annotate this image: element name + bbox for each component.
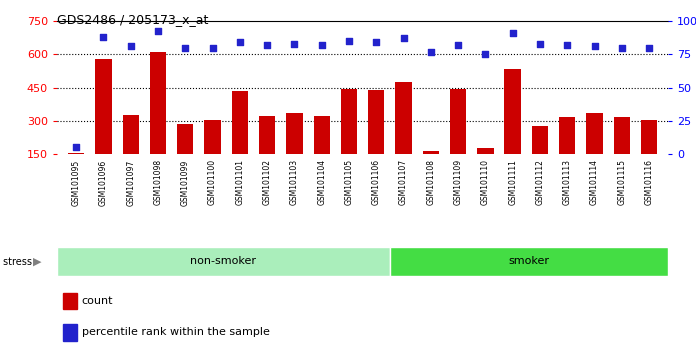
Text: percentile rank within the sample: percentile rank within the sample (81, 327, 269, 337)
Bar (95, 59, 111, 187)
Bar (57, 247, 390, 276)
Bar (395, 82, 412, 187)
Bar (232, 91, 248, 187)
Bar (259, 116, 276, 187)
Point (70, 144, 81, 150)
Point (535, 41, 546, 47)
Text: ▶: ▶ (33, 257, 42, 267)
Text: GSM101104: GSM101104 (317, 159, 326, 205)
Bar (422, 151, 439, 187)
Bar (63, 324, 77, 341)
Point (371, 40, 382, 45)
Text: GSM101113: GSM101113 (563, 159, 571, 205)
Text: GSM101095: GSM101095 (72, 159, 81, 206)
Bar (586, 113, 603, 187)
Point (262, 42, 273, 48)
Point (180, 45, 191, 51)
Text: GSM101098: GSM101098 (154, 159, 162, 205)
Text: smoker: smoker (509, 256, 550, 267)
Point (398, 36, 409, 41)
Point (425, 49, 436, 55)
Bar (532, 126, 548, 187)
Bar (122, 115, 139, 187)
Bar (205, 120, 221, 187)
Text: GSM101114: GSM101114 (590, 159, 599, 205)
Text: GSM101100: GSM101100 (208, 159, 217, 205)
Bar (68, 153, 84, 187)
Bar (313, 116, 330, 187)
Bar (641, 120, 657, 187)
Point (562, 42, 573, 48)
Bar (341, 89, 357, 187)
Text: stress: stress (3, 257, 35, 267)
Point (507, 30, 519, 36)
Bar (477, 148, 493, 187)
Point (316, 42, 327, 48)
Bar (614, 118, 630, 187)
Point (480, 52, 491, 57)
Text: GSM101101: GSM101101 (235, 159, 244, 205)
Text: GSM101110: GSM101110 (481, 159, 490, 205)
Bar (559, 118, 576, 187)
Text: GSM101099: GSM101099 (181, 159, 190, 206)
Point (125, 44, 136, 49)
Point (616, 45, 627, 51)
Text: GSM101105: GSM101105 (345, 159, 354, 205)
Text: non-smoker: non-smoker (191, 256, 257, 267)
Text: count: count (81, 296, 113, 306)
Text: GSM101103: GSM101103 (290, 159, 299, 205)
Point (235, 40, 246, 45)
Bar (368, 90, 384, 187)
Text: GSM101116: GSM101116 (644, 159, 654, 205)
Text: GSM101108: GSM101108 (427, 159, 435, 205)
Text: GSM101109: GSM101109 (454, 159, 463, 205)
Bar (450, 89, 466, 187)
Bar (390, 247, 668, 276)
Text: GSM101107: GSM101107 (399, 159, 408, 205)
Text: GSM101097: GSM101097 (126, 159, 135, 206)
Text: GSM101112: GSM101112 (535, 159, 544, 205)
Bar (63, 293, 77, 309)
Bar (505, 69, 521, 187)
Point (152, 28, 164, 33)
Point (343, 38, 354, 44)
Bar (177, 124, 193, 187)
Point (589, 44, 600, 49)
Text: GDS2486 / 205173_x_at: GDS2486 / 205173_x_at (57, 13, 208, 27)
Point (207, 45, 218, 51)
Point (644, 45, 655, 51)
Text: GSM101115: GSM101115 (617, 159, 626, 205)
Bar (150, 52, 166, 187)
Text: GSM101111: GSM101111 (508, 159, 517, 205)
Text: GSM101106: GSM101106 (372, 159, 381, 205)
Point (289, 41, 300, 47)
Point (452, 42, 464, 48)
Text: GSM101096: GSM101096 (99, 159, 108, 206)
Bar (286, 113, 303, 187)
Point (98, 34, 109, 40)
Text: GSM101102: GSM101102 (262, 159, 271, 205)
